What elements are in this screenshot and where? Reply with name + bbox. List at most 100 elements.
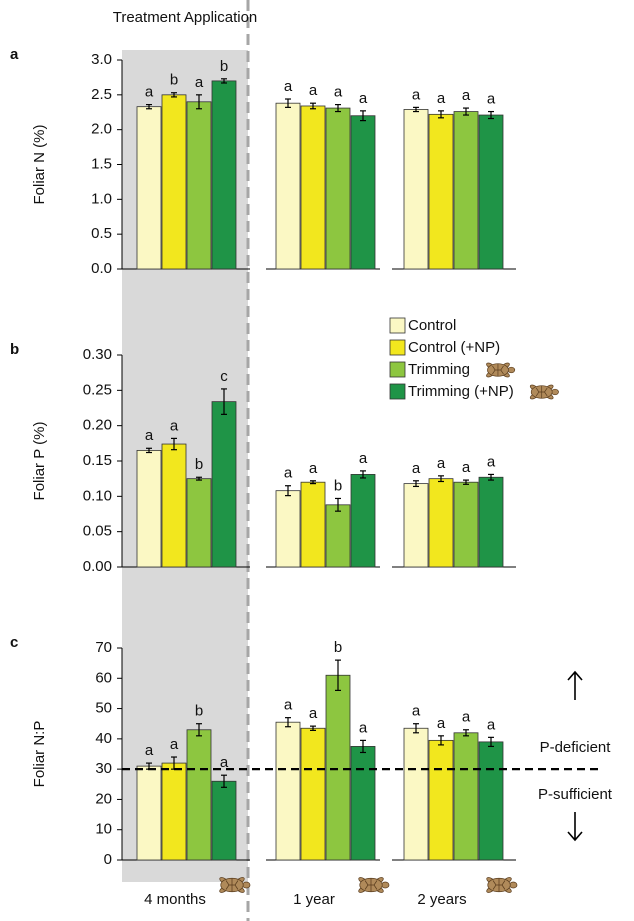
bar: [275, 490, 301, 568]
bar: [350, 746, 376, 861]
significance-letter: a: [309, 460, 318, 477]
significance-letter: a: [487, 453, 496, 470]
bar: [325, 107, 351, 270]
bar: [211, 401, 237, 568]
error-bar: [285, 98, 291, 108]
bar: [136, 765, 162, 861]
significance-letter: a: [170, 417, 179, 434]
significance-letter: b: [334, 477, 342, 494]
legend-swatch: [389, 361, 406, 378]
error-bar: [146, 447, 152, 454]
error-bar: [438, 735, 444, 746]
annotation: P-sufficient: [538, 786, 613, 803]
panel-label: a: [10, 46, 19, 63]
y-tick-label: 0.25: [83, 381, 112, 398]
bar: [350, 474, 376, 568]
turtle-pattern: [492, 878, 506, 892]
y-tick-label: 2.5: [91, 86, 112, 103]
bar: [325, 674, 351, 861]
error-bar: [196, 723, 202, 737]
significance-letter: a: [359, 719, 368, 736]
y-tick-label: 1.5: [91, 155, 112, 172]
error-bar: [221, 78, 227, 84]
bar: [211, 80, 237, 270]
y-tick-label: 50: [95, 700, 112, 717]
error-bar: [171, 92, 177, 98]
significance-letter: a: [437, 90, 446, 107]
significance-letter: a: [195, 74, 204, 91]
turtle-icon: [219, 877, 251, 893]
bar: [275, 721, 301, 861]
bar: [428, 478, 454, 568]
bar: [300, 727, 326, 861]
error-bar: [413, 106, 419, 113]
bar: [161, 762, 187, 861]
significance-letter: b: [220, 58, 228, 75]
error-bar: [463, 479, 469, 485]
legend-label: Trimming (+NP): [408, 383, 514, 400]
y-tick-label: 3.0: [91, 51, 112, 68]
bar: [136, 106, 162, 270]
significance-letter: b: [195, 703, 203, 720]
error-bar: [221, 774, 227, 788]
error-bar: [488, 473, 494, 481]
annotation: P-deficient: [540, 739, 612, 756]
error-bar: [310, 480, 316, 485]
error-bar: [196, 94, 202, 110]
error-bar: [221, 388, 227, 415]
y-tick-label: 0.5: [91, 225, 112, 242]
bar: [453, 732, 479, 861]
bar: [186, 478, 212, 568]
y-tick-label: 0.0: [91, 260, 112, 277]
bar: [136, 449, 162, 568]
significance-letter: a: [462, 87, 471, 104]
bar: [453, 481, 479, 568]
legend-swatch: [389, 317, 406, 334]
significance-letter: a: [145, 742, 154, 759]
bar: [403, 109, 429, 270]
y-tick-label: 0.15: [83, 452, 112, 469]
turtle-icon: [486, 362, 516, 378]
bar: [428, 739, 454, 861]
y-tick-label: 20: [95, 790, 112, 807]
y-tick-label: 0: [104, 851, 112, 868]
error-bar: [146, 103, 152, 110]
error-bar: [488, 736, 494, 748]
significance-letter: a: [334, 84, 343, 101]
turtle-pattern: [535, 385, 548, 399]
significance-letter: b: [334, 639, 342, 656]
annotation: Treatment Application: [113, 9, 258, 26]
y-tick-label: 30: [95, 760, 112, 777]
y-axis-label: Foliar N:P: [31, 721, 48, 788]
significance-letter: a: [437, 715, 446, 732]
significance-letter: b: [170, 72, 178, 89]
legend-label: Control (+NP): [408, 339, 500, 356]
error-bar: [488, 110, 494, 120]
error-bar: [171, 437, 177, 451]
significance-letter: a: [170, 736, 179, 753]
y-tick-label: 2.0: [91, 121, 112, 138]
error-bar: [360, 739, 366, 754]
x-tick-label: 2 years: [417, 891, 466, 908]
turtle-icon: [529, 384, 559, 400]
significance-letter: a: [462, 459, 471, 476]
significance-letter: a: [437, 455, 446, 472]
x-tick-label: 1 year: [293, 891, 335, 908]
bar: [186, 101, 212, 270]
error-bar: [335, 659, 341, 692]
error-bar: [438, 110, 444, 119]
significance-letter: a: [487, 91, 496, 108]
significance-letter: a: [487, 716, 496, 733]
error-bar: [438, 475, 444, 483]
significance-letter: a: [412, 460, 421, 477]
bar: [403, 727, 429, 861]
significance-letter: a: [145, 84, 154, 101]
error-bar: [310, 102, 316, 110]
error-bar: [335, 497, 341, 512]
y-tick-label: 1.0: [91, 190, 112, 207]
significance-letter: a: [412, 86, 421, 103]
error-bar: [196, 476, 202, 481]
significance-letter: a: [145, 427, 154, 444]
y-tick-label: 0.00: [83, 558, 112, 575]
